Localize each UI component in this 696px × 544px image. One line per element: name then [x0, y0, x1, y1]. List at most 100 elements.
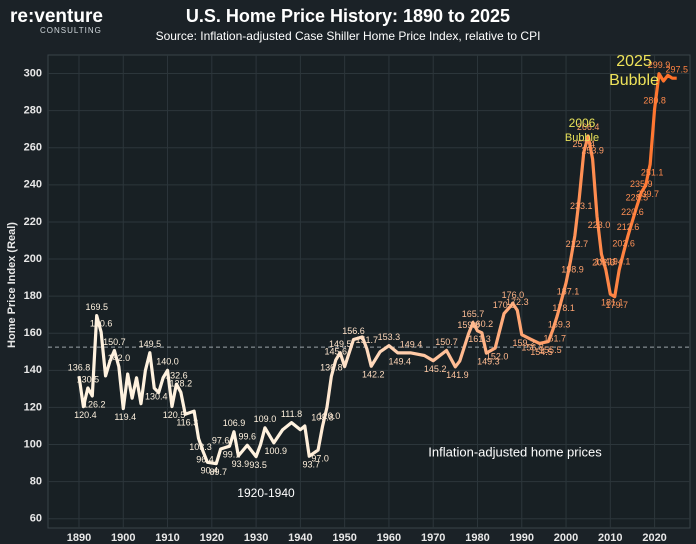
y-tick-label: 140 — [24, 364, 42, 376]
data-label: 153.3 — [378, 332, 401, 342]
data-label: 149.4 — [389, 356, 412, 366]
y-tick-label: 240 — [24, 179, 42, 191]
data-label: 165.7 — [462, 309, 485, 319]
data-label: 99.1 — [223, 450, 241, 460]
data-label: 152.0 — [486, 351, 509, 361]
data-label: 116.3 — [176, 418, 198, 428]
chart-subtitle: Source: Inflation-adjusted Case Shiller … — [156, 29, 541, 43]
chart-title: U.S. Home Price History: 1890 to 2025 — [186, 6, 510, 26]
y-tick-label: 80 — [30, 476, 42, 488]
data-label: 202.6 — [592, 258, 615, 268]
data-line — [77, 72, 677, 466]
data-label: 181.1 — [601, 297, 624, 307]
annotation: 2025 — [616, 53, 652, 70]
x-tick-label: 1920 — [200, 532, 224, 544]
data-label: 154.5 — [530, 347, 553, 357]
data-label: 228.5 — [626, 193, 649, 203]
data-label: 89.7 — [209, 467, 227, 477]
data-label: 132.6 — [165, 370, 188, 380]
data-label: 257.4 — [572, 139, 595, 149]
y-tick-label: 220 — [24, 216, 42, 228]
data-label: 120.0 — [318, 411, 341, 421]
data-label: 145.6 — [325, 346, 348, 356]
y-tick-label: 260 — [24, 142, 42, 154]
data-label: 212.7 — [566, 239, 589, 249]
data-label: 198.9 — [561, 264, 584, 274]
logo-sub: CONSULTING — [40, 26, 102, 35]
data-label: 159.8 — [457, 320, 480, 330]
data-label: 176.0 — [502, 290, 525, 300]
data-label: 161.3 — [468, 334, 491, 344]
x-tick-label: 1930 — [244, 532, 268, 544]
data-label: 251.1 — [641, 168, 664, 178]
y-tick-label: 300 — [24, 67, 42, 79]
data-label: 212.6 — [617, 222, 640, 232]
data-label: 97.0 — [311, 453, 329, 463]
data-label: 155.5 — [539, 345, 562, 355]
data-label: 223.0 — [588, 220, 611, 230]
data-label: 120.5 — [163, 410, 186, 420]
data-label: 103.3 — [189, 442, 212, 452]
annotation: Bubble — [565, 132, 599, 144]
data-label: 194.1 — [608, 256, 631, 266]
data-label: 151.7 — [356, 335, 379, 345]
data-label: 266.4 — [577, 122, 600, 132]
data-label: 280.8 — [643, 96, 666, 106]
data-label: 109.0 — [254, 414, 277, 424]
data-label: 130.4 — [145, 392, 168, 402]
annotation: Inflation-adjusted home prices — [428, 444, 602, 459]
data-label: 172.3 — [506, 297, 529, 307]
annotation: Bubble — [609, 72, 659, 89]
data-label: 297.5 — [665, 65, 688, 75]
x-tick-label: 1990 — [510, 532, 534, 544]
data-label: 235.9 — [630, 179, 653, 189]
x-tick-label: 1980 — [465, 532, 489, 544]
x-tick-label: 2010 — [598, 532, 622, 544]
data-label: 142.0 — [108, 353, 131, 363]
plot-area: 60 80 100 120 140 160 180 200 220 240 260 280 300 189… — [24, 54, 691, 544]
data-label: 97.6 — [212, 435, 230, 445]
data-label: 156.6 — [342, 326, 365, 336]
y-tick-label: 100 — [24, 438, 42, 450]
x-tick-label: 1910 — [155, 532, 179, 544]
data-label: 161.7 — [543, 333, 566, 343]
logo: re:venture — [10, 6, 103, 27]
annotation: 1920-1940 — [237, 486, 295, 500]
data-label: 93.7 — [302, 460, 320, 470]
data-label: 149.5 — [329, 339, 352, 349]
annotation: 2006 — [569, 116, 596, 130]
data-label: 140.0 — [156, 357, 179, 367]
data-label: 142.2 — [362, 370, 385, 380]
data-label: 169.3 — [548, 319, 571, 329]
data-label: 96.4 — [196, 455, 214, 465]
data-label: 160.2 — [471, 319, 494, 329]
data-label: 159.2 — [512, 338, 535, 348]
data-label: 194.1 — [595, 256, 618, 266]
data-label: 203.6 — [612, 239, 635, 249]
data-label: 299.9 — [648, 60, 671, 70]
data-label: 99.6 — [238, 432, 256, 442]
x-tick-label: 1960 — [377, 532, 401, 544]
y-tick-label: 160 — [24, 327, 42, 339]
data-label: 178.1 — [552, 303, 575, 313]
data-label: 120.4 — [74, 410, 97, 420]
data-label: 150.7 — [103, 337, 126, 347]
data-label: 169.5 — [85, 302, 108, 312]
data-label: 106.9 — [223, 418, 246, 428]
x-tick-label: 1900 — [111, 532, 135, 544]
data-label: 126.2 — [83, 399, 106, 409]
data-label: 170.6 — [493, 300, 516, 310]
x-tick-label: 1940 — [288, 532, 312, 544]
data-label: 149.4 — [400, 339, 423, 349]
data-label: 111.8 — [281, 409, 302, 419]
data-label: 187.1 — [557, 286, 580, 296]
y-tick-label: 60 — [30, 513, 42, 525]
data-label: 253.9 — [581, 145, 604, 155]
data-label: 119.4 — [114, 412, 136, 422]
y-tick-label: 280 — [24, 105, 42, 117]
x-tick-label: 1970 — [421, 532, 445, 544]
data-label: 141.9 — [446, 370, 469, 380]
plot-frame — [47, 54, 691, 529]
data-label: 233.1 — [570, 201, 593, 211]
